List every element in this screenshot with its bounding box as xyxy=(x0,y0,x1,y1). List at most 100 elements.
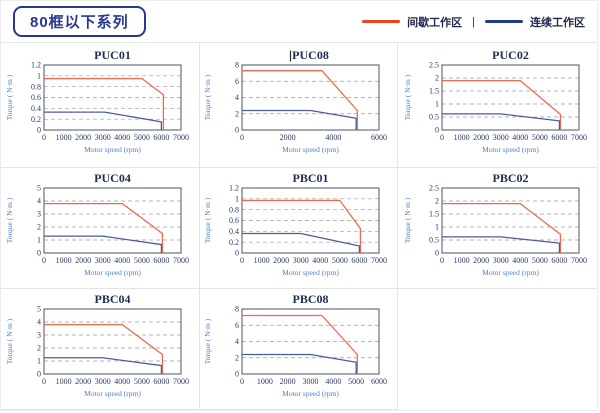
y-tick-label: 1 xyxy=(235,194,239,203)
torque-speed-chart: 0 2000 4000 6000 0 2 4 6 8 PUC08 Motor speed (rpm)… xyxy=(203,48,387,154)
x-tick-label: 2000 xyxy=(75,377,91,386)
legend-separator: | xyxy=(472,15,475,28)
x-tick-label: 6000 xyxy=(153,133,169,142)
intermittent-legend-label: 间歇工作区 xyxy=(407,16,463,29)
y-tick-label: 2 xyxy=(435,196,439,205)
torque-speed-chart: 0 1000 2000 3000 4000 5000 6000 700000.20.40.60… xyxy=(203,171,387,277)
y-tick-label: 3 xyxy=(37,330,41,339)
y-tick-label: 1.2 xyxy=(31,60,41,69)
torque-speed-chart: 0 1000 2000 3000 4000 5000 6000 700000.20.40.60… xyxy=(5,48,189,154)
y-tick-label: 0 xyxy=(37,248,41,257)
y-tick-label: 2 xyxy=(37,343,41,352)
y-tick-label: 4 xyxy=(37,196,41,205)
x-tick-label: 3000 xyxy=(95,256,111,265)
x-tick-label: 1000 xyxy=(453,256,469,265)
x-tick-label: 0 xyxy=(42,256,46,265)
x-tick-label: 2000 xyxy=(274,256,290,265)
chart-cell: 0 1000 2000 3000 4000 5000 6000 7000 0 0.5 1 1.5 2 2.… xyxy=(398,43,597,168)
x-tick-label: 2000 xyxy=(75,256,91,265)
torque-speed-chart: 0 1000 2000 3000 4000 5000 6000 7000012345PUC04… xyxy=(5,171,189,277)
continuous-zone-line xyxy=(43,234,162,253)
torque-speed-chart: 0 1000 2000 3000 4000 5000 6000 0 2 4 6 8 PBC08 Motor… xyxy=(203,292,387,398)
y-tick-label: 0.6 xyxy=(31,93,41,102)
y-tick-label: 2.5 xyxy=(429,60,439,69)
y-tick-label: 8 xyxy=(235,60,239,69)
x-tick-label: 6000 xyxy=(551,256,567,265)
x-tick-label: 4000 xyxy=(114,133,130,142)
x-tick-label: 6000 xyxy=(371,377,387,386)
x-tick-label: 5000 xyxy=(349,377,365,386)
continuous-zone-line xyxy=(441,235,560,253)
continuous-line-swatch xyxy=(485,20,523,23)
x-tick-label: 4000 xyxy=(114,256,130,265)
y-tick-label: 4 xyxy=(235,93,239,102)
y-axis-label: Torque ( N·m ) xyxy=(203,318,212,364)
chart-cell: 0 1000 2000 3000 4000 5000 6000 7000 0 0.2 0.4 0.6 0… xyxy=(1,43,200,168)
x-tick-label: 1000 xyxy=(55,256,71,265)
x-tick-label: 6000 xyxy=(352,256,368,265)
x-axis-label: Motor speed (rpm) xyxy=(84,268,141,277)
intermittent-zone-line xyxy=(43,202,163,253)
torque-speed-chart: 0 1000 2000 3000 4000 5000 6000 7000 0 0.5 1 1.5 2 2.… xyxy=(403,48,587,154)
plot-frame xyxy=(43,308,182,374)
x-tick-label: 4000 xyxy=(512,133,528,142)
x-tick-label: 7000 xyxy=(173,377,189,386)
y-tick-label: 0.5 xyxy=(429,235,439,244)
chart-cell: 0 1000 2000 3000 4000 5000 6000 7000 0 0.5 1 1.5 2 2.… xyxy=(398,168,597,289)
x-tick-label: 0 xyxy=(42,133,46,142)
x-tick-label: 5000 xyxy=(134,133,150,142)
x-tick-label: 5000 xyxy=(532,256,548,265)
x-tick-label: 7000 xyxy=(371,256,387,265)
chart-cell: 0 1000 2000 3000 4000 5000 6000 7000 0 0.2 0.4 0.6 0… xyxy=(199,168,399,289)
y-tick-label: 0.8 xyxy=(31,82,41,91)
x-axis-label: Motor speed (rpm) xyxy=(283,268,340,277)
y-tick-label: 0.6 xyxy=(229,216,239,225)
x-tick-label: 1000 xyxy=(55,133,71,142)
x-tick-label: 0 xyxy=(440,133,444,142)
intermittent-zone-line xyxy=(43,77,164,130)
y-axis-label: Torque ( N·m ) xyxy=(5,74,14,120)
y-tick-label: 1.2 xyxy=(229,183,239,192)
y-tick-label: 0 xyxy=(37,125,41,134)
chart-title: PUC02 xyxy=(492,48,529,62)
y-tick-label: 4 xyxy=(235,337,239,346)
chart-title: PUC08 xyxy=(293,48,330,62)
x-axis-label: Motor speed (rpm) xyxy=(482,268,539,277)
x-tick-label: 2000 xyxy=(473,133,489,142)
x-tick-label: 4000 xyxy=(313,256,329,265)
x-tick-label: 2000 xyxy=(75,133,91,142)
series-title-badge[interactable]: 80框以下系列 xyxy=(13,6,146,37)
y-tick-label: 2 xyxy=(435,73,439,82)
continuous-zone-line xyxy=(242,232,361,253)
torque-speed-chart: 0 1000 2000 3000 4000 5000 6000 7000 0 0.5 1 1.5 2 2.… xyxy=(403,171,587,277)
x-axis-label: Motor speed (rpm) xyxy=(84,389,141,398)
y-tick-label: 6 xyxy=(235,76,239,85)
continuous-zone-line xyxy=(441,112,560,130)
y-tick-label: 0.2 xyxy=(31,114,41,123)
y-tick-label: 1 xyxy=(37,356,41,365)
plot-frame xyxy=(441,64,580,130)
x-tick-label: 3000 xyxy=(303,377,319,386)
x-tick-label: 5000 xyxy=(532,133,548,142)
y-tick-label: 0 xyxy=(435,125,439,134)
x-tick-label: 1000 xyxy=(55,377,71,386)
x-tick-label: 0 xyxy=(240,133,244,142)
x-tick-label: 3000 xyxy=(293,256,309,265)
y-tick-label: 0.4 xyxy=(31,103,41,112)
y-axis-label: Torque ( N·m ) xyxy=(403,74,412,120)
x-tick-label: 2000 xyxy=(473,256,489,265)
y-axis-label: Torque ( N·m ) xyxy=(5,318,14,364)
x-tick-label: 1000 xyxy=(257,377,273,386)
intermittent-zone-line xyxy=(242,314,359,374)
y-tick-label: 2 xyxy=(235,353,239,362)
x-tick-label: 4000 xyxy=(326,133,342,142)
plot-frame xyxy=(241,308,380,374)
continuous-zone-line xyxy=(43,110,162,130)
x-tick-label: 4000 xyxy=(512,256,528,265)
y-tick-label: 3 xyxy=(37,209,41,218)
x-tick-label: 0 xyxy=(240,377,244,386)
x-tick-label: 3000 xyxy=(95,133,111,142)
y-tick-label: 2 xyxy=(235,109,239,118)
chart-title: PBC02 xyxy=(492,171,528,185)
